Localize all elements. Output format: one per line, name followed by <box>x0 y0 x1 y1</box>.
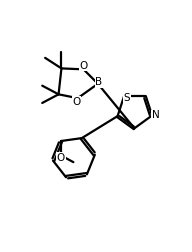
Text: N: N <box>151 110 159 120</box>
Text: O: O <box>57 153 65 163</box>
Text: O: O <box>79 61 88 71</box>
Text: O: O <box>73 97 81 107</box>
Text: S: S <box>124 93 130 103</box>
Text: B: B <box>95 77 103 87</box>
